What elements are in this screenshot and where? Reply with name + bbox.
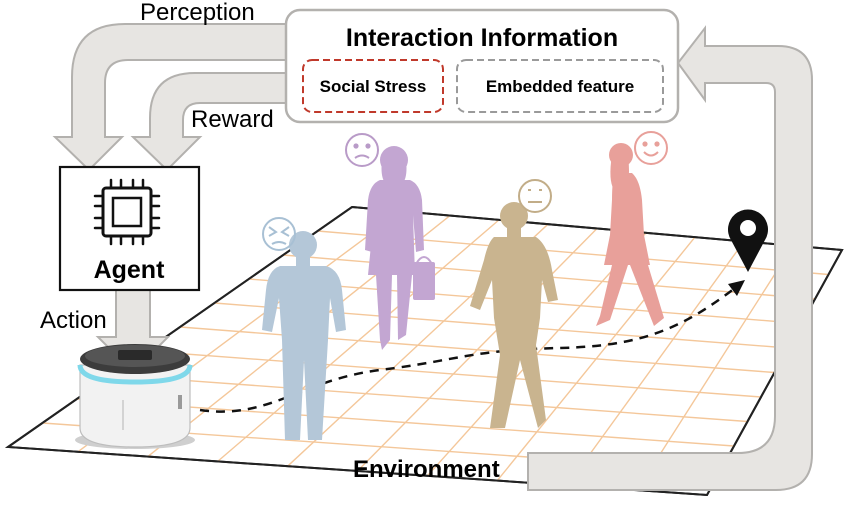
grid-line	[179, 326, 775, 374]
action-label: Action	[40, 307, 107, 334]
grid-line	[145, 350, 762, 398]
chip-icon	[93, 178, 161, 246]
angry-face-icon	[262, 217, 296, 251]
embedded-feature-label: Embedded feature	[486, 77, 634, 96]
agent-label: Agent	[94, 256, 166, 284]
environment-floor	[5, 205, 844, 497]
perception-arrow	[52, 23, 291, 172]
pedestrian-neutral	[470, 202, 558, 428]
grid-line	[111, 374, 748, 423]
pedestrian-happy	[596, 143, 664, 326]
perception-label: Perception	[140, 0, 255, 26]
reward-label: Reward	[191, 106, 274, 133]
grid-line	[566, 240, 745, 486]
environment-label: Environment	[353, 456, 500, 483]
pedestrian-sad	[365, 146, 435, 350]
reward-arrow	[130, 72, 303, 172]
embedded-feature-box	[456, 59, 664, 113]
grid-line	[496, 236, 696, 482]
robot-path	[199, 287, 736, 413]
pedestrian-angry	[262, 231, 346, 440]
social-stress-label: Social Stress	[320, 77, 427, 96]
happy-face-icon	[634, 131, 668, 165]
interaction-info-title: Interaction Information	[346, 24, 618, 52]
location-pin-icon	[728, 209, 769, 272]
feedback-arrow	[527, 25, 813, 491]
social-stress-box	[302, 59, 444, 113]
interaction-info-box: Interaction Information Social Stress Em…	[284, 8, 680, 124]
sad-face-icon	[345, 133, 379, 167]
robot	[75, 344, 195, 449]
path-arrowhead	[728, 280, 745, 296]
grid-line	[636, 245, 794, 491]
neutral-face-icon	[518, 179, 552, 213]
agent-box: Agent	[58, 165, 201, 292]
